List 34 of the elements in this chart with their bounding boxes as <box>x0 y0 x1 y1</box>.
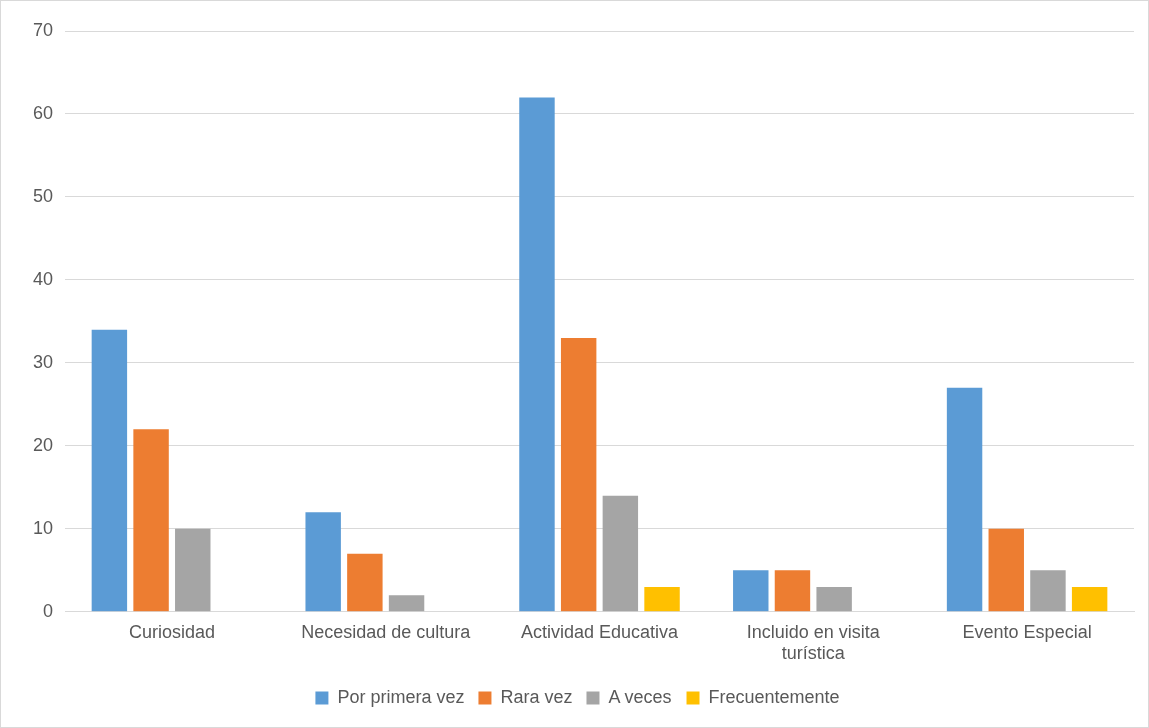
bar <box>519 97 555 612</box>
bar <box>988 528 1024 612</box>
bar <box>133 429 169 612</box>
x-tick-label: Curiosidad <box>128 621 215 642</box>
x-tick-label: Necesidad de cultura <box>301 621 472 642</box>
bar <box>560 337 597 612</box>
bar <box>816 586 852 612</box>
bar <box>91 329 128 612</box>
bar <box>1071 586 1108 612</box>
bar <box>946 387 983 612</box>
x-tick-label: Incluido en visita turística <box>746 621 881 664</box>
legend-label: Frecuentemente <box>708 686 840 707</box>
y-tick-label: 40 <box>32 268 54 289</box>
x-tick-label: Actividad Educativa <box>520 621 680 642</box>
y-tick-label: 0 <box>43 600 54 621</box>
y-tick-label: 10 <box>32 517 54 538</box>
y-tick-label: 50 <box>32 185 54 206</box>
legend-label: Por primera vez <box>337 686 465 707</box>
x-tick-label: Evento Especial <box>962 621 1092 642</box>
bar <box>774 570 811 612</box>
legend-label: A veces <box>608 686 672 707</box>
bar <box>305 512 341 612</box>
bar <box>388 595 425 612</box>
bar <box>1030 570 1066 612</box>
bar <box>733 570 769 612</box>
y-tick-label: 30 <box>32 351 54 372</box>
y-tick-label: 60 <box>32 102 54 123</box>
y-tick-label: 70 <box>32 19 54 40</box>
bar <box>602 495 639 612</box>
y-tick-label: 20 <box>32 434 54 455</box>
legend-label: Rara vez <box>500 686 573 707</box>
bar <box>175 528 211 612</box>
bar <box>644 586 680 612</box>
bar <box>347 553 383 612</box>
